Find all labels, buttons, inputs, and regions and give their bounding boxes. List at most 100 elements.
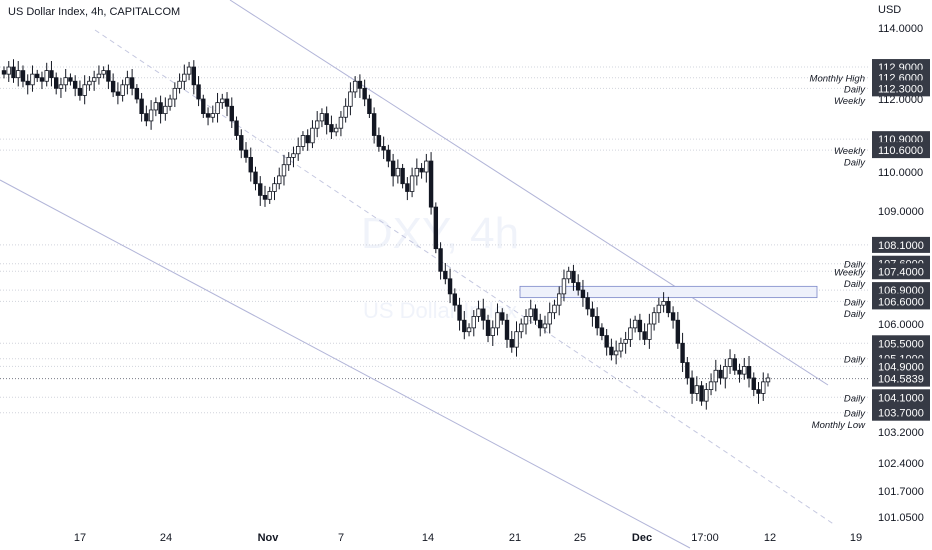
candle-body: [547, 312, 552, 325]
candle-body: [390, 160, 396, 177]
candle-body: [58, 84, 64, 89]
candle-body: [471, 316, 476, 329]
candle-body: [210, 113, 215, 118]
y-tick-label: 112.0000: [878, 94, 923, 106]
candle-body: [215, 102, 220, 115]
candle-body: [514, 331, 519, 348]
candle-body: [110, 80, 116, 93]
level-price-label: 107.4000: [878, 266, 924, 278]
candle-body: [229, 105, 234, 122]
candle-body: [414, 167, 420, 177]
candle-body: [675, 319, 681, 344]
x-tick-label: 7: [338, 532, 344, 544]
y-tick-label: 109.0000: [878, 206, 924, 218]
level-tag-label: Daily: [844, 260, 866, 271]
candle-body: [699, 385, 704, 402]
candle-body: [134, 87, 140, 100]
candle-body: [96, 73, 102, 79]
candle-body: [319, 113, 325, 122]
candle-body: [253, 171, 258, 185]
level-price-box: [872, 335, 930, 352]
level-tag-label: Weekly: [834, 96, 866, 107]
candle-body: [609, 346, 614, 356]
candle-body: [457, 304, 462, 321]
level-price-box: [872, 293, 930, 310]
candle-body: [504, 319, 510, 340]
candle-body: [704, 389, 709, 402]
candle-body: [191, 66, 197, 86]
candle-body: [87, 80, 92, 86]
level-tag-label: Daily: [844, 158, 866, 169]
candle-body: [765, 377, 771, 383]
candle-body: [409, 175, 415, 192]
candle-body: [557, 293, 562, 306]
level-tag-label: Monthly High: [810, 74, 865, 85]
candle-body: [405, 183, 410, 192]
candle-body: [300, 135, 306, 147]
last-price-box: [872, 370, 930, 387]
candle-body: [466, 327, 472, 333]
x-tick-label: 25: [574, 532, 586, 544]
candle-body: [115, 91, 121, 96]
candle-body: [77, 87, 83, 96]
level-price-box: [872, 389, 930, 406]
candle-body: [314, 120, 320, 129]
candle-body: [523, 316, 529, 325]
candle-body: [329, 124, 334, 133]
candle-body: [580, 289, 586, 299]
candle-body: [25, 80, 30, 86]
candle-body: [286, 156, 291, 166]
candle-body: [500, 312, 505, 321]
level-tag-label: Daily: [844, 409, 866, 420]
candle-body: [16, 70, 21, 79]
candle-body: [651, 312, 657, 325]
candle-body: [262, 194, 268, 200]
y-tick-label: 110.0000: [878, 167, 923, 179]
currency-label: USD: [878, 4, 902, 16]
level-price-box: [872, 80, 930, 97]
x-tick-label: 12: [764, 532, 776, 544]
candle-body: [490, 327, 495, 336]
candle-body: [44, 70, 49, 82]
candle-body: [538, 319, 543, 329]
y-tick-label: 101.7000: [878, 486, 924, 498]
candle-body: [737, 369, 742, 375]
candle-body: [201, 98, 206, 115]
candle-body: [91, 77, 97, 82]
candle-body: [528, 308, 533, 317]
x-tick-label: Nov: [258, 532, 280, 544]
candle-body: [234, 120, 239, 136]
candle-body: [637, 319, 643, 333]
candle-body: [139, 98, 144, 115]
candle-body: [718, 369, 723, 379]
candle-body: [296, 146, 301, 155]
candle-body: [685, 362, 690, 379]
candle-body: [756, 389, 761, 394]
candle-body: [248, 156, 253, 173]
candle-body: [182, 73, 187, 82]
candle-body: [6, 66, 11, 75]
x-tick-label: 24: [160, 532, 172, 544]
level-tag-label: Daily: [844, 393, 866, 404]
candle-body: [35, 73, 40, 79]
candle-body: [82, 84, 87, 96]
level-price-label: 104.9000: [878, 361, 924, 373]
level-price-label: 104.1000: [878, 392, 924, 404]
candle-body: [670, 312, 676, 321]
candle-body: [63, 77, 68, 86]
candle-body: [352, 80, 358, 93]
y-tick-label: 114.0000: [878, 23, 923, 35]
level-tag-label: Monthly Low: [812, 420, 866, 431]
candle-body: [267, 191, 272, 200]
candle-body: [72, 80, 78, 89]
candle-body: [153, 102, 159, 111]
y-tick-label: 101.0500: [878, 512, 924, 524]
candle-body: [272, 183, 277, 192]
y-tick-label: 102.4000: [878, 458, 924, 470]
candle-body: [1, 70, 7, 75]
candle-body: [381, 146, 386, 151]
candle-body: [424, 160, 429, 173]
candle-body: [571, 270, 576, 283]
